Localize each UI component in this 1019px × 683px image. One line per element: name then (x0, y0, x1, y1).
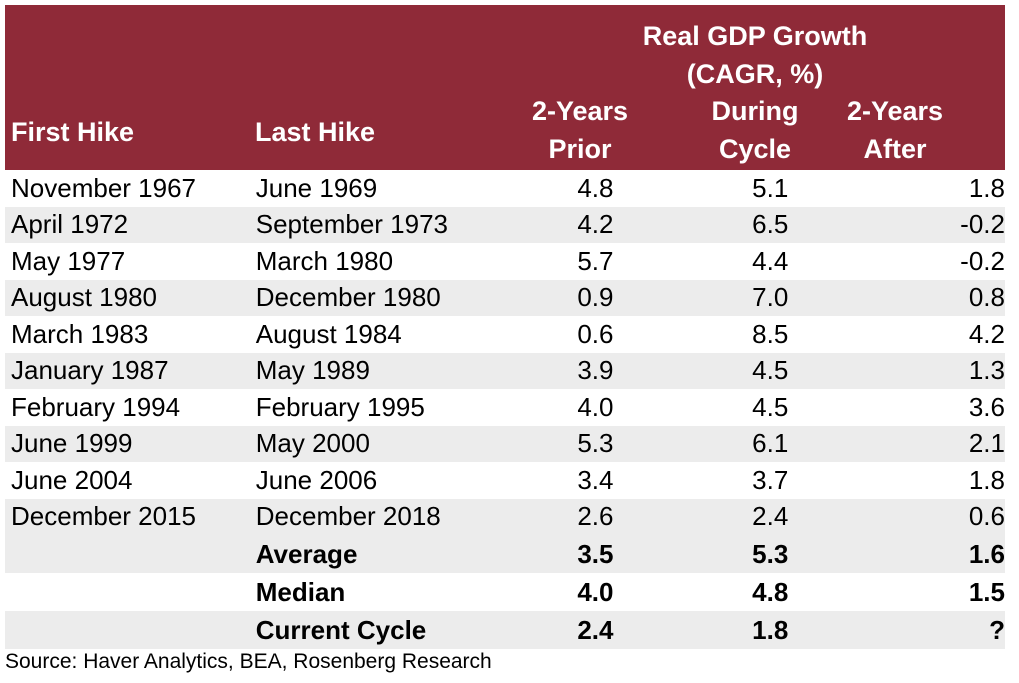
cell-first-hike: December 2015 (11, 501, 196, 532)
table-header: Real GDP Growth (CAGR, %) First Hike Las… (5, 5, 1005, 170)
cell-2-years-after: 1.8 (968, 172, 1005, 203)
cell-2-years-after: 2.1 (968, 428, 1005, 459)
cell-2-years-prior: 2.6 (577, 501, 614, 532)
header-during-line2: Cycle (718, 134, 792, 164)
table-row: December 2015 December 2018 2.6 2.4 0.6 (5, 498, 1005, 535)
cell-2-years-after: ? (989, 614, 1005, 645)
cell-2-years-after: 1.5 (968, 576, 1005, 607)
cell-during-cycle: 1.8 (752, 614, 789, 645)
cell-last-hike: March 1980 (255, 245, 394, 276)
cell-2-years-prior: 3.5 (577, 538, 614, 569)
cell-first-hike: June 1999 (11, 428, 133, 459)
cell-last-hike: February 1995 (255, 391, 425, 422)
cell-during-cycle: 4.8 (752, 576, 789, 607)
cell-2-years-prior: 3.4 (577, 464, 614, 495)
cell-2-years-after: 4.2 (968, 318, 1005, 349)
cell-2-years-after: 3.6 (968, 391, 1005, 422)
cell-2-years-prior: 4.0 (577, 576, 614, 607)
cell-summary-label: Average (255, 538, 358, 569)
table-row: August 1980 December 1980 0.9 7.0 0.8 (5, 279, 1005, 316)
cell-during-cycle: 6.5 (752, 209, 789, 240)
group-header-line2: (CAGR, %) (686, 59, 824, 89)
cell-first-hike: August 1980 (11, 282, 158, 313)
cell-during-cycle: 2.4 (752, 501, 789, 532)
header-first-hike: First Hike (11, 117, 135, 147)
cell-first-hike: January 1987 (11, 355, 169, 386)
cell-2-years-prior: 4.0 (577, 391, 614, 422)
cell-2-years-prior: 3.9 (577, 355, 614, 386)
cell-last-hike: May 2000 (255, 428, 370, 459)
table-body: November 1967 June 1969 4.8 5.1 1.8 April 197… (5, 170, 1005, 649)
header-during-line1: During (711, 96, 799, 126)
cell-last-hike: August 1984 (255, 318, 402, 349)
cell-during-cycle: 4.4 (752, 245, 789, 276)
header-during-cycle: During Cycle (655, 92, 855, 168)
header-2-years-prior: 2-Years Prior (480, 92, 680, 168)
header-after-line2: After (863, 134, 927, 164)
header-last-hike: Last Hike (255, 117, 376, 147)
cell-first-hike: November 1967 (11, 172, 196, 203)
cell-2-years-prior: 0.6 (577, 318, 614, 349)
header-2-years-after: 2-Years After (805, 92, 985, 168)
source-note: Source: Haver Analytics, BEA, Rosenberg … (5, 650, 492, 673)
cell-2-years-after: 0.6 (968, 501, 1005, 532)
cell-last-hike: May 1989 (255, 355, 370, 386)
cell-last-hike: June 1969 (255, 172, 378, 203)
cell-during-cycle: 5.3 (752, 538, 789, 569)
cell-2-years-prior: 0.9 (577, 282, 614, 313)
table-row: March 1983 August 1984 0.6 8.5 4.2 (5, 316, 1005, 353)
cell-during-cycle: 3.7 (752, 464, 789, 495)
header-prior-line2: Prior (548, 134, 612, 164)
header-prior-line1: 2-Years (531, 96, 629, 126)
cell-last-hike: September 1973 (255, 209, 448, 240)
cell-during-cycle: 6.1 (752, 428, 789, 459)
cell-during-cycle: 4.5 (752, 391, 789, 422)
cell-2-years-after: 1.6 (968, 538, 1005, 569)
cell-2-years-prior: 2.4 (577, 614, 614, 645)
cell-2-years-after: -0.2 (960, 245, 1005, 276)
cell-first-hike: April 1972 (11, 209, 129, 240)
cell-2-years-after: 0.8 (968, 282, 1005, 313)
table-row: May 1977 March 1980 5.7 4.4 -0.2 (5, 243, 1005, 280)
cell-during-cycle: 5.1 (752, 172, 789, 203)
cell-during-cycle: 4.5 (752, 355, 789, 386)
cell-during-cycle: 8.5 (752, 318, 789, 349)
cell-2-years-prior: 4.2 (577, 209, 614, 240)
cell-first-hike: June 2004 (11, 464, 133, 495)
header-after-line1: 2-Years (846, 96, 944, 126)
cell-first-hike: May 1977 (11, 245, 126, 276)
table-row: February 1994 February 1995 4.0 4.5 3.6 (5, 389, 1005, 426)
summary-row: Current Cycle 2.4 1.8? (5, 611, 1005, 649)
table-row: June 1999 May 2000 5.3 6.1 2.1 (5, 425, 1005, 462)
cell-summary-label: Current Cycle (255, 614, 427, 645)
cell-2-years-prior: 5.3 (577, 428, 614, 459)
table-row: June 2004 June 2006 3.4 3.7 1.8 (5, 462, 1005, 499)
cell-last-hike: June 2006 (255, 464, 378, 495)
cell-2-years-after: 1.8 (968, 464, 1005, 495)
gdp-growth-table: Real GDP Growth (CAGR, %) First Hike Las… (5, 5, 1005, 649)
summary-row: Median 4.0 4.8 1.5 (5, 573, 1005, 611)
cell-summary-label: Median (255, 576, 346, 607)
cell-first-hike: February 1994 (11, 391, 181, 422)
cell-2-years-after: -0.2 (960, 209, 1005, 240)
table-row: April 1972 September 1973 4.2 6.5 -0.2 (5, 206, 1005, 243)
cell-last-hike: December 2018 (255, 501, 441, 532)
cell-2-years-prior: 5.7 (577, 245, 614, 276)
summary-row: Average 3.5 5.3 1.6 (5, 535, 1005, 573)
group-header-line1: Real GDP Growth (642, 21, 868, 51)
group-header: Real GDP Growth (CAGR, %) (605, 17, 905, 93)
cell-first-hike: March 1983 (11, 318, 149, 349)
cell-2-years-after: 1.3 (968, 355, 1005, 386)
table-row: January 1987 May 1989 3.9 4.5 1.3 (5, 352, 1005, 389)
table-row: November 1967 June 1969 4.8 5.1 1.8 (5, 170, 1005, 207)
cell-during-cycle: 7.0 (752, 282, 789, 313)
cell-2-years-prior: 4.8 (577, 172, 614, 203)
cell-last-hike: December 1980 (255, 282, 441, 313)
